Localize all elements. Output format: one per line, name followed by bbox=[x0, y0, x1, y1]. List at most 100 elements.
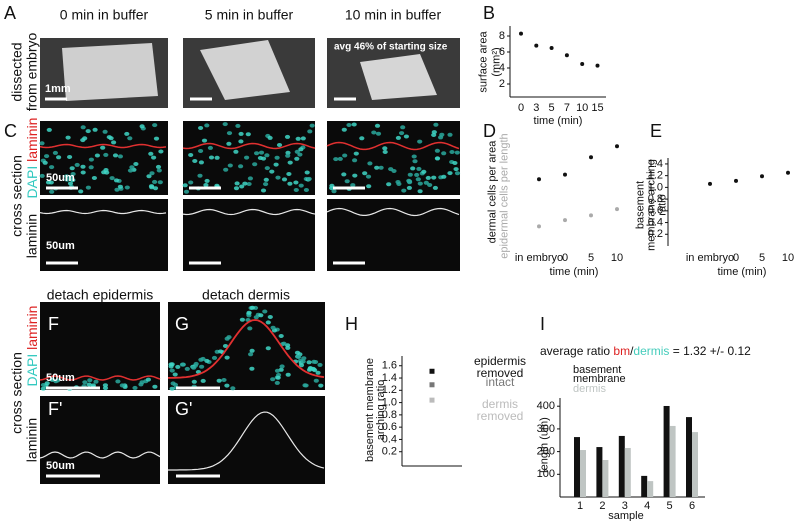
nucleus bbox=[293, 180, 299, 185]
nucleus bbox=[221, 378, 227, 382]
nucleus bbox=[200, 378, 206, 383]
micrograph bbox=[327, 121, 460, 195]
legend-label: dermis bbox=[573, 383, 607, 395]
nucleus bbox=[258, 313, 264, 318]
nucleus bbox=[452, 161, 458, 165]
nucleus bbox=[285, 345, 291, 350]
nucleus bbox=[129, 165, 135, 170]
nucleus bbox=[286, 172, 292, 176]
nucleus bbox=[267, 315, 273, 319]
nucleus bbox=[222, 122, 228, 127]
nucleus bbox=[132, 385, 138, 390]
bar bbox=[686, 417, 692, 497]
nucleus bbox=[49, 189, 55, 194]
stain-laminin: laminin bbox=[24, 306, 40, 350]
nucleus bbox=[149, 171, 155, 176]
nucleus bbox=[203, 183, 209, 187]
nucleus bbox=[80, 164, 86, 169]
y-tick-label: 6 bbox=[499, 46, 505, 58]
nucleus bbox=[192, 159, 198, 163]
panel-letter: G bbox=[175, 314, 189, 334]
nucleus bbox=[263, 182, 269, 187]
point bbox=[580, 62, 585, 66]
nucleus bbox=[138, 382, 144, 387]
annotation: avg 46% of starting size bbox=[334, 42, 448, 53]
stain-laminin: laminin bbox=[24, 118, 40, 162]
nucleus bbox=[247, 176, 253, 181]
nucleus bbox=[285, 372, 291, 377]
nucleus bbox=[341, 127, 347, 132]
nucleus bbox=[82, 136, 88, 141]
nucleus bbox=[264, 153, 270, 158]
bar bbox=[624, 447, 631, 497]
nucleus bbox=[204, 123, 210, 128]
micrograph bbox=[40, 302, 160, 390]
nucleus bbox=[274, 380, 280, 385]
nucleus bbox=[431, 175, 437, 180]
nucleus bbox=[56, 155, 62, 160]
nucleus bbox=[233, 186, 240, 191]
nucleus bbox=[230, 386, 236, 391]
stain-label: DAPI laminin bbox=[24, 306, 40, 387]
nucleus bbox=[265, 320, 271, 325]
nucleus bbox=[151, 155, 157, 160]
nucleus bbox=[275, 175, 281, 180]
nucleus bbox=[113, 178, 120, 183]
x-tick-label: 1 bbox=[577, 500, 583, 512]
nucleus bbox=[284, 134, 291, 139]
nucleus bbox=[296, 355, 302, 359]
y-tick-label: 1.0 bbox=[382, 396, 397, 408]
laminin-line bbox=[39, 209, 167, 215]
nucleus bbox=[242, 181, 248, 186]
stain-dapi: DAPI bbox=[24, 354, 40, 387]
nucleus bbox=[235, 123, 241, 128]
panel-letter: F' bbox=[48, 399, 62, 419]
nucleus bbox=[395, 135, 401, 140]
row-label: from embryo bbox=[24, 33, 40, 112]
point bbox=[537, 224, 541, 229]
nucleus bbox=[269, 169, 275, 174]
nucleus bbox=[270, 325, 276, 330]
nucleus bbox=[249, 305, 255, 310]
nucleus bbox=[294, 156, 300, 161]
nucleus bbox=[246, 182, 252, 186]
nucleus bbox=[224, 336, 230, 341]
y-tick-label: 8 bbox=[499, 30, 505, 42]
nucleus bbox=[352, 173, 358, 178]
nucleus bbox=[298, 183, 304, 188]
nucleus bbox=[298, 147, 304, 152]
nucleus bbox=[238, 139, 244, 144]
x-tick-label: 0 bbox=[518, 102, 524, 114]
nucleus bbox=[441, 174, 447, 179]
nucleus bbox=[433, 122, 439, 127]
nucleus bbox=[263, 177, 269, 182]
y-tick-label: 1.0 bbox=[648, 181, 663, 193]
nucleus bbox=[382, 146, 388, 151]
nucleus bbox=[102, 383, 108, 388]
y-axis-label: dermal cells per area bbox=[486, 140, 499, 244]
nucleus bbox=[117, 154, 123, 159]
nucleus bbox=[218, 349, 224, 354]
nucleus bbox=[453, 167, 459, 172]
nucleus bbox=[341, 172, 347, 177]
point bbox=[615, 144, 619, 149]
nucleus bbox=[276, 143, 283, 147]
nucleus bbox=[382, 150, 388, 154]
nucleus bbox=[42, 160, 48, 165]
nucleus bbox=[70, 172, 76, 176]
nucleus bbox=[169, 368, 175, 373]
y-tick-label: 2 bbox=[499, 78, 505, 90]
nucleus bbox=[222, 344, 229, 348]
nucleus bbox=[69, 166, 75, 171]
nucleus bbox=[199, 364, 205, 369]
nucleus bbox=[94, 153, 100, 158]
nucleus bbox=[415, 177, 421, 182]
nucleus bbox=[86, 382, 92, 387]
nucleus bbox=[127, 136, 133, 141]
nucleus bbox=[148, 151, 154, 156]
point bbox=[563, 172, 567, 177]
title-part: bm bbox=[613, 344, 630, 358]
nucleus bbox=[49, 165, 55, 170]
nucleus bbox=[234, 181, 240, 186]
